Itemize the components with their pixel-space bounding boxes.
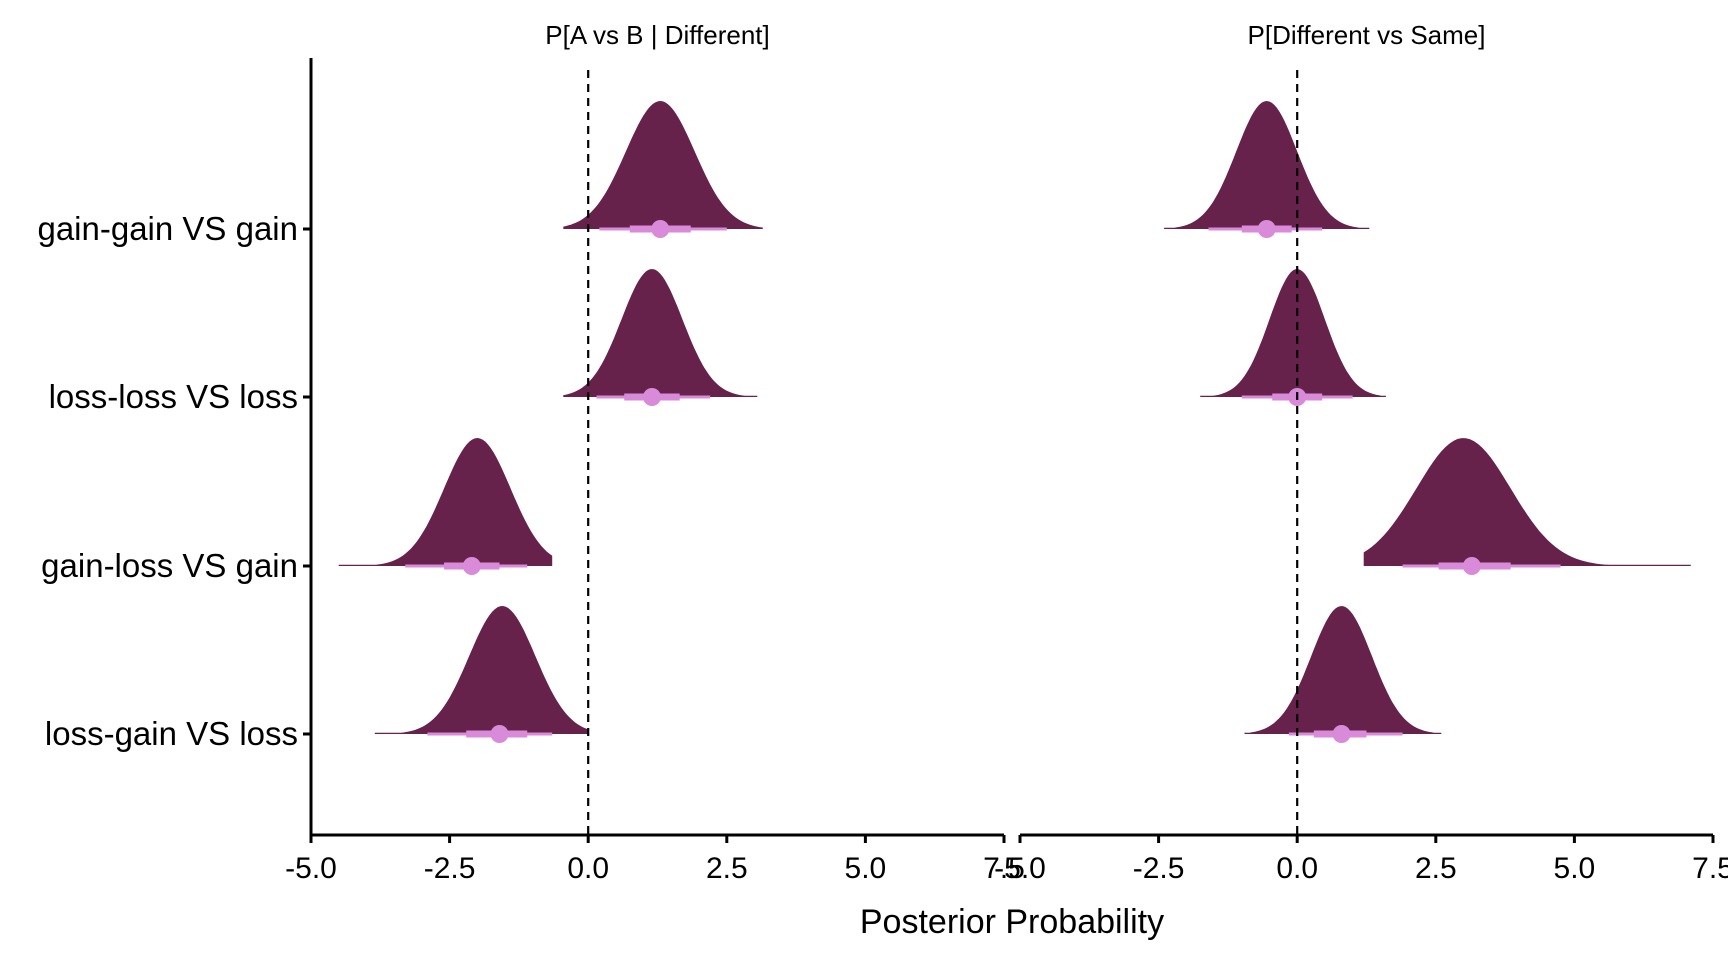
median-point: [651, 220, 670, 238]
density-ridge: [563, 269, 758, 397]
density-ridge: [338, 438, 553, 566]
y-tick-label: loss-loss VS loss: [49, 378, 298, 415]
y-axis: gain-gain VS gain loss-loss VS loss gain-l…: [37, 58, 313, 835]
x-tick-label: 5.0: [1554, 852, 1596, 885]
x-tick-label: 2.5: [1415, 852, 1457, 885]
median-point: [1257, 220, 1276, 238]
median-point: [490, 725, 509, 743]
median-point: [1462, 557, 1481, 575]
density-ridge: [374, 606, 589, 734]
median-point: [642, 388, 661, 406]
y-tick-label: loss-gain VS loss: [45, 715, 298, 752]
x-tick-label: -2.5: [1133, 852, 1185, 885]
panel-2: P[Different vs Same] -5.0 -2.5 0.0 2.5 5.0 7.5: [994, 20, 1728, 885]
x-tick-label: -5.0: [285, 852, 337, 885]
density-ridge: [1244, 606, 1442, 734]
x-tick-label: 7.5: [983, 852, 1025, 885]
x-tick-label: 7.5: [1692, 852, 1728, 885]
panels-layer: P[A vs B | Different] -5.0 -2.5 0.0 2.5 5.0 7.…: [285, 20, 1728, 885]
x-tick-label: 5.0: [845, 852, 887, 885]
x-tick-label: 0.0: [567, 852, 609, 885]
x-tick-label: -5.0: [994, 852, 1046, 885]
median-point: [462, 557, 481, 575]
facet-title: P[Different vs Same]: [1248, 20, 1486, 50]
x-tick-label: -2.5: [424, 852, 476, 885]
median-point: [1332, 725, 1351, 743]
x-tick-label: 0.0: [1276, 852, 1318, 885]
density-ridge: [1164, 101, 1370, 229]
y-tick-label: gain-loss VS gain: [41, 547, 298, 584]
density-ridge: [1200, 269, 1386, 397]
x-axis-label: Posterior Probability: [860, 903, 1164, 941]
facet-title: P[A vs B | Different]: [545, 20, 769, 50]
y-tick-label: gain-gain VS gain: [37, 210, 298, 247]
density-ridge: [1363, 438, 1691, 566]
x-tick-label: 2.5: [706, 852, 748, 885]
density-ridge: [563, 101, 763, 229]
panel-1: P[A vs B | Different] -5.0 -2.5 0.0 2.5 5.0 7.…: [285, 20, 1025, 885]
